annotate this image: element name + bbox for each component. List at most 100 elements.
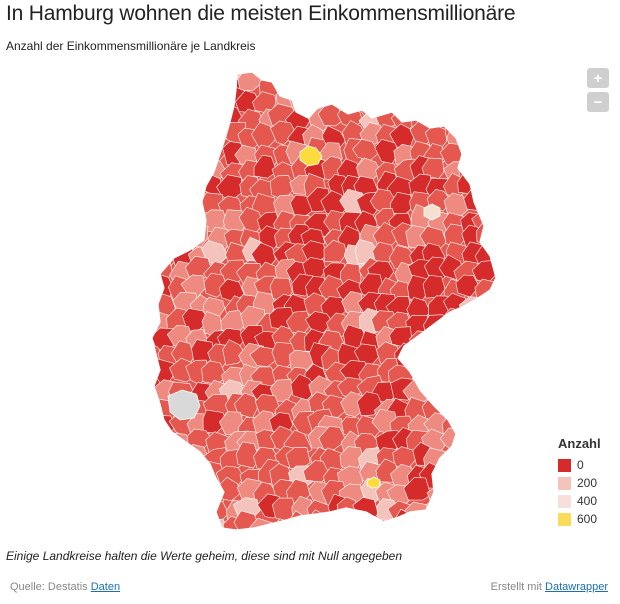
district-muenchen[interactable] (366, 476, 381, 489)
district[interactable] (474, 342, 497, 366)
district[interactable] (455, 410, 481, 436)
district[interactable] (340, 512, 365, 535)
district[interactable] (473, 121, 498, 148)
district[interactable] (478, 73, 505, 97)
district[interactable] (284, 60, 309, 81)
district[interactable] (134, 493, 161, 519)
district[interactable] (151, 210, 176, 236)
district[interactable] (474, 466, 501, 489)
zoom-out-button[interactable]: − (587, 92, 609, 112)
district[interactable] (445, 377, 469, 403)
district[interactable] (169, 60, 199, 78)
district[interactable] (411, 359, 437, 383)
district[interactable] (202, 121, 226, 147)
district[interactable] (475, 189, 501, 216)
district[interactable] (155, 140, 182, 166)
district[interactable] (136, 480, 162, 504)
district[interactable] (388, 70, 414, 94)
district[interactable] (460, 126, 487, 154)
district[interactable] (133, 410, 159, 433)
district[interactable] (473, 374, 496, 402)
district[interactable] (273, 60, 297, 76)
district[interactable] (338, 60, 364, 77)
district[interactable] (140, 160, 166, 184)
district[interactable] (165, 464, 194, 488)
district[interactable] (458, 500, 484, 526)
data-link[interactable]: Daten (90, 581, 121, 593)
district[interactable] (189, 482, 216, 507)
district[interactable] (170, 109, 194, 134)
district[interactable] (454, 358, 481, 387)
district[interactable] (167, 496, 193, 520)
germany-choropleth-map[interactable] (0, 60, 620, 545)
district[interactable] (166, 160, 192, 186)
district[interactable] (151, 429, 175, 454)
district[interactable] (477, 480, 506, 505)
district[interactable] (442, 497, 470, 524)
district[interactable] (476, 448, 498, 472)
district[interactable] (137, 90, 161, 112)
district[interactable] (206, 105, 230, 132)
district[interactable] (410, 342, 433, 370)
district[interactable] (445, 92, 471, 117)
district[interactable] (426, 92, 451, 117)
district[interactable] (424, 511, 450, 534)
district[interactable] (189, 60, 216, 81)
district[interactable] (425, 499, 452, 525)
district[interactable] (455, 107, 481, 131)
district[interactable] (184, 465, 209, 490)
district[interactable] (150, 173, 176, 197)
district[interactable] (157, 87, 182, 113)
district[interactable] (480, 296, 505, 320)
district[interactable] (322, 512, 348, 536)
district[interactable] (131, 309, 157, 333)
district[interactable] (182, 138, 206, 163)
district[interactable] (376, 78, 402, 101)
district[interactable] (132, 176, 159, 201)
district[interactable] (152, 188, 179, 213)
district[interactable] (439, 344, 464, 367)
district[interactable] (155, 445, 182, 471)
district[interactable] (459, 141, 487, 164)
district[interactable] (443, 72, 473, 96)
district[interactable] (150, 478, 175, 503)
district[interactable] (357, 60, 387, 80)
district[interactable] (134, 462, 160, 486)
district[interactable] (404, 60, 429, 82)
district[interactable] (439, 480, 466, 504)
district[interactable] (183, 498, 208, 526)
district[interactable] (441, 323, 466, 350)
district[interactable] (169, 174, 198, 199)
district[interactable] (335, 74, 364, 99)
district[interactable] (457, 311, 480, 337)
district-hamburg[interactable] (299, 145, 323, 167)
district[interactable] (300, 60, 327, 77)
district[interactable] (460, 73, 482, 98)
district[interactable] (148, 161, 173, 186)
district[interactable] (475, 104, 499, 128)
district[interactable] (156, 224, 181, 249)
district[interactable] (471, 171, 497, 196)
district[interactable] (422, 74, 450, 101)
district[interactable] (323, 239, 347, 263)
district[interactable] (472, 308, 498, 331)
district[interactable] (392, 92, 418, 117)
district[interactable] (253, 154, 278, 179)
district-berlin[interactable] (423, 203, 441, 221)
district[interactable] (357, 69, 385, 97)
district[interactable] (472, 88, 496, 114)
district[interactable] (201, 92, 225, 117)
district[interactable] (170, 136, 197, 166)
district[interactable] (136, 448, 163, 475)
district[interactable] (475, 326, 500, 352)
district[interactable] (136, 71, 160, 96)
district[interactable] (472, 433, 499, 457)
district[interactable] (456, 428, 483, 452)
district[interactable] (135, 190, 160, 216)
district[interactable] (443, 512, 471, 539)
district[interactable] (136, 60, 160, 81)
district[interactable] (166, 75, 195, 98)
district-saarland-no-data[interactable] (167, 389, 201, 421)
district[interactable] (136, 238, 164, 265)
district[interactable] (429, 60, 452, 81)
